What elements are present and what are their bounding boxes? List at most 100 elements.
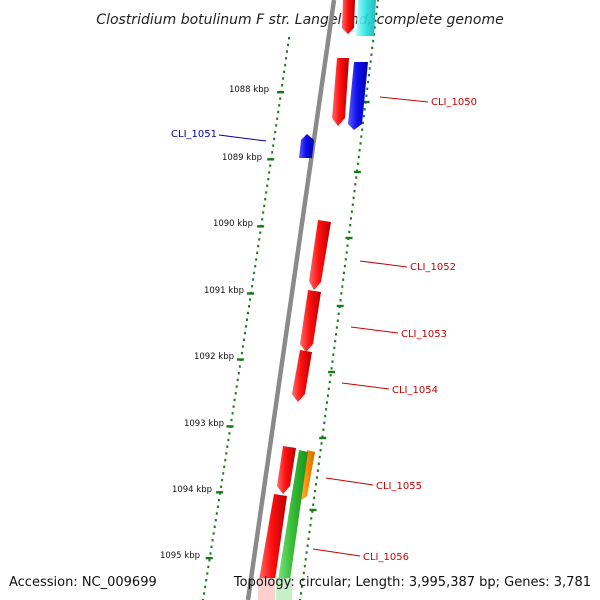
- ring-dot: [305, 551, 308, 554]
- accession-text: Accession: NC_009699: [9, 575, 157, 590]
- ring-dot: [215, 512, 218, 515]
- ring-dot: [349, 224, 352, 227]
- ring-dot: [257, 244, 260, 248]
- ring-dot: [323, 421, 326, 425]
- cds-feature-faded-green: [276, 578, 292, 600]
- ring-dot: [357, 155, 360, 159]
- ring-dot: [340, 292, 343, 295]
- ring-dot: [224, 458, 227, 462]
- ring-dot: [245, 325, 247, 328]
- ring-dot: [263, 204, 266, 208]
- leader-line-cli-1056: [312, 548, 361, 557]
- ring-dot: [254, 265, 257, 268]
- ring-dot: [206, 572, 209, 575]
- ring-dot: [309, 524, 312, 527]
- ring-dot: [304, 558, 307, 561]
- ring-dot: [320, 442, 323, 445]
- cds-feature-blue-1051: [299, 134, 314, 158]
- ring-dot: [252, 278, 255, 281]
- ring-dot: [244, 331, 246, 335]
- ring-dot: [256, 251, 259, 254]
- ring-dot: [324, 414, 327, 418]
- ring-dot: [356, 162, 359, 165]
- ring-dot: [337, 312, 340, 315]
- ring-dot: [333, 346, 336, 350]
- ring-dot: [272, 144, 275, 147]
- ring-dot: [223, 465, 226, 468]
- ring-dot: [242, 338, 245, 341]
- ring-dot: [341, 285, 344, 288]
- ring-dot: [354, 183, 357, 186]
- ring-dot: [274, 130, 277, 134]
- gene-label-cli-1050: CLI_1050: [431, 97, 477, 108]
- ring-dot: [261, 218, 264, 221]
- ring-dot: [225, 452, 228, 455]
- ring-dot: [282, 77, 285, 80]
- ring-dot: [236, 378, 239, 382]
- ring-dot: [303, 564, 306, 568]
- ring-dot: [210, 545, 213, 548]
- ring-dot: [226, 445, 229, 448]
- ring-dot: [374, 19, 377, 22]
- leader-line-cli-1055: [325, 477, 374, 486]
- ring-dot: [262, 211, 265, 214]
- ring-dot: [211, 539, 214, 542]
- gene-label-cli-1051: CLI_1051: [171, 129, 217, 140]
- ring-dot: [375, 12, 378, 15]
- outer-dotted-ring: [299, 0, 379, 600]
- leader-line-cli-1050: [379, 96, 429, 103]
- ring-dot: [326, 401, 328, 404]
- cds-feature-red-1053: [300, 290, 321, 352]
- ring-dot: [358, 149, 361, 152]
- ring-dot: [237, 372, 240, 375]
- cds-feature-red-1050: [332, 58, 349, 126]
- cds-feature-red-top: [342, 0, 355, 34]
- ring-dot: [231, 412, 234, 415]
- ring-dot: [314, 489, 317, 493]
- tick-label: 1093 kbp: [184, 419, 224, 429]
- ring-dot: [264, 198, 267, 201]
- ring-dot: [332, 353, 335, 356]
- ring-dot: [342, 278, 345, 281]
- ring-dot: [372, 39, 375, 43]
- tick-label: 1095 kbp: [160, 551, 200, 561]
- ring-dot: [348, 230, 351, 234]
- ring-dot: [308, 530, 311, 534]
- major-tick: [236, 358, 244, 361]
- ring-dot: [315, 483, 317, 486]
- tick-label: 1088 kbp: [229, 85, 269, 95]
- ring-dot: [328, 380, 331, 384]
- cds-feature-red-1052: [309, 220, 331, 290]
- ring-dot: [220, 485, 223, 488]
- ring-dot: [249, 298, 252, 301]
- ring-dot: [366, 87, 369, 90]
- ring-dot: [217, 498, 220, 502]
- ring-dot: [352, 196, 355, 200]
- ring-dot: [266, 184, 269, 187]
- ring-dot: [362, 121, 364, 125]
- ring-dot: [334, 339, 337, 343]
- tick-label: 1089 kbp: [222, 153, 262, 163]
- ring-dot: [234, 392, 237, 395]
- ring-dot: [267, 177, 270, 181]
- ring-dot: [313, 496, 316, 500]
- ring-dot: [255, 258, 258, 261]
- ring-dot: [312, 503, 315, 506]
- ring-dot: [319, 449, 322, 452]
- leader-line-cli-1053: [350, 326, 399, 334]
- tick-label: 1090 kbp: [213, 219, 253, 229]
- ring-dot: [232, 405, 235, 408]
- ring-dot: [377, 0, 379, 2]
- gene-labels: CLI_1050 CLI_1051 CLI_1052 CLI_1053 CLI_…: [171, 96, 477, 563]
- tick-label: 1094 kbp: [172, 485, 212, 495]
- ring-dot: [269, 164, 272, 167]
- ring-dot: [258, 238, 261, 241]
- major-tick: [226, 425, 234, 428]
- ring-dot: [322, 428, 325, 431]
- ring-dot: [343, 271, 345, 275]
- genome-backbone: [245, 0, 337, 600]
- ring-dot: [369, 60, 372, 63]
- ring-dot: [343, 264, 346, 268]
- ring-dot: [259, 231, 262, 234]
